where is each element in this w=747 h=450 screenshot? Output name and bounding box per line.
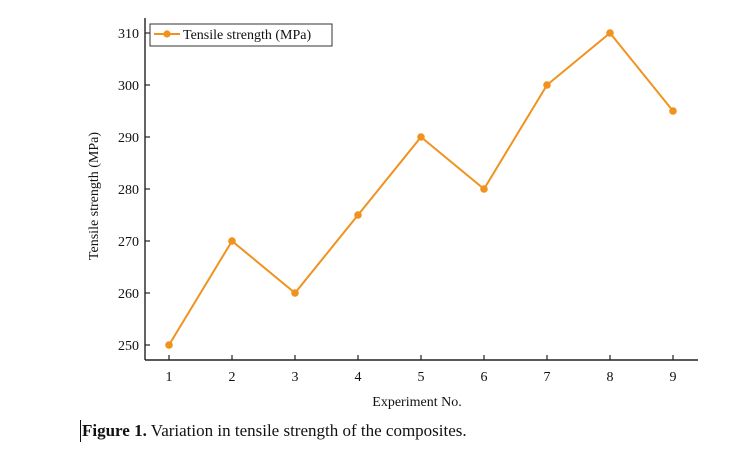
legend: Tensile strength (MPa)	[149, 23, 333, 47]
line-chart: 250 260 270 280 290 300 310 1 2 3 4 5 6 7 8 9 Experime…	[87, 18, 698, 410]
series-layer	[165, 29, 677, 349]
y-tick-label: 250	[118, 339, 139, 354]
x-tick-label: 1	[166, 370, 173, 385]
y-tick-label: 280	[118, 183, 139, 198]
data-point	[417, 133, 425, 141]
x-axis-title: Experiment No.	[372, 395, 461, 410]
legend-marker-swatch	[163, 30, 171, 38]
y-axis-ticks: 250 260 270 280 290 300 310	[118, 27, 150, 354]
x-tick-label: 6	[481, 370, 488, 385]
y-tick-label: 290	[118, 131, 139, 146]
y-tick-label: 300	[118, 79, 139, 94]
figure-caption-text: Variation in tensile strength of the com…	[146, 421, 467, 440]
y-tick-label: 260	[118, 287, 139, 302]
data-point	[291, 289, 299, 297]
data-point	[165, 341, 173, 349]
x-tick-label: 2	[229, 370, 236, 385]
x-tick-label: 3	[292, 370, 299, 385]
x-tick-label: 8	[607, 370, 614, 385]
x-tick-label: 4	[355, 370, 362, 385]
series-line	[168, 32, 674, 346]
y-tick-label: 270	[118, 235, 139, 250]
legend-label: Tensile strength (MPa)	[183, 28, 311, 43]
data-point	[669, 107, 677, 115]
x-axis-ticks: 1 2 3 4 5 6 7 8 9	[166, 355, 677, 385]
y-axis-title: Tensile strength (MPa)	[87, 132, 102, 260]
figure-caption-label: Figure 1.	[82, 421, 147, 440]
data-point	[606, 29, 614, 37]
data-point	[543, 81, 551, 89]
legend-box	[149, 23, 333, 47]
x-tick-label: 5	[418, 370, 425, 385]
figure-caption: Figure 1. Variation in tensile strength …	[80, 420, 467, 442]
data-point	[480, 185, 488, 193]
data-point	[354, 211, 362, 219]
data-point	[228, 237, 236, 245]
x-tick-label: 9	[670, 370, 677, 385]
x-tick-label: 7	[544, 370, 551, 385]
y-tick-label: 310	[118, 27, 139, 42]
